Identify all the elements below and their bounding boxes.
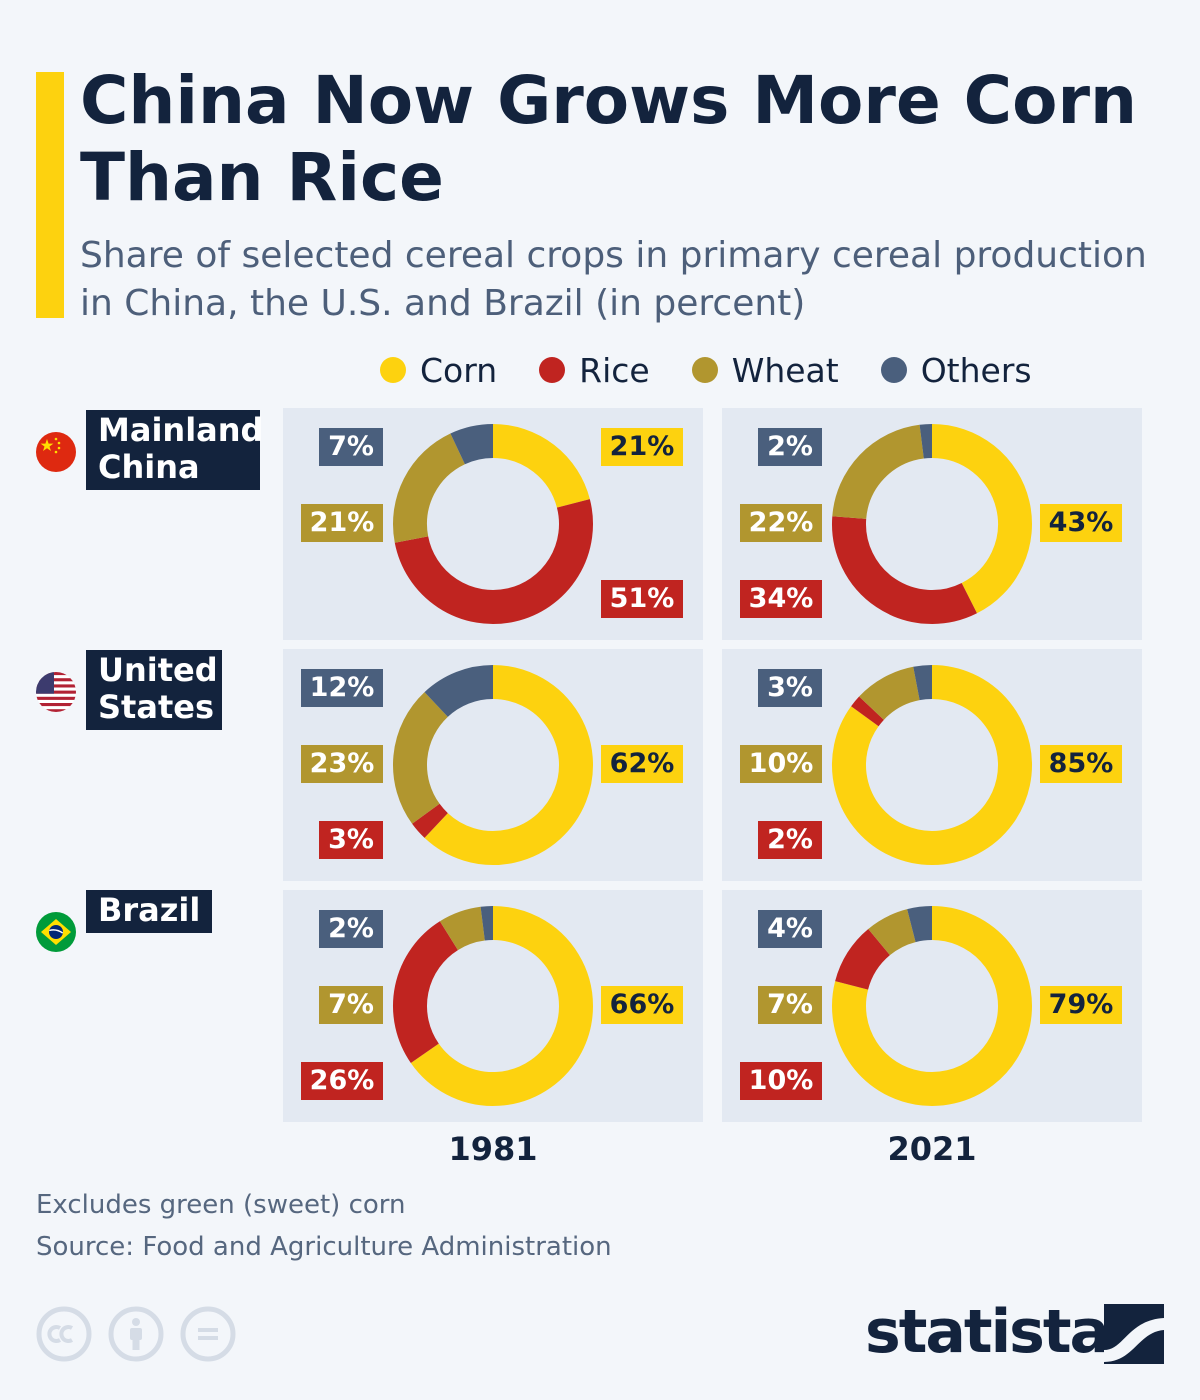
country-name-us: United States bbox=[98, 651, 218, 726]
statista-logo[interactable]: statista bbox=[865, 1297, 1110, 1367]
donut-slice-wheat-us-1981 bbox=[393, 692, 449, 824]
statista-logo-icon bbox=[1104, 1304, 1164, 1364]
no-derivatives-icon[interactable] bbox=[180, 1306, 236, 1362]
donut-panel-us-1981: 62% 12% 23% 3% bbox=[283, 649, 703, 881]
pct-label-others-brazil-2021: 4% bbox=[758, 910, 822, 948]
donut-slice-others-us-2021 bbox=[913, 665, 933, 701]
legend-item-others: Others bbox=[880, 350, 1032, 390]
donut-slice-corn-us-1981 bbox=[424, 665, 593, 865]
donut-panel-china-2021: 43% 2% 22% 34% bbox=[722, 408, 1142, 640]
donut-slice-others-china-2021 bbox=[919, 424, 933, 459]
pct-label-wheat-us-1981: 23% bbox=[301, 745, 383, 783]
pct-label-corn-us-1981: 62% bbox=[601, 745, 683, 783]
donut-panel-brazil-2021: 79% 4% 7% 10% bbox=[722, 890, 1142, 1122]
page-subtitle: Share of selected cereal crops in primar… bbox=[80, 235, 1147, 324]
donut-slice-corn-china-1981 bbox=[492, 424, 590, 509]
pct-label-rice-brazil-2021: 10% bbox=[740, 1062, 822, 1100]
country-name-brazil: Brazil bbox=[98, 891, 201, 929]
donut-panel-brazil-1981: 66% 2% 7% 26% bbox=[283, 890, 703, 1122]
donut-slice-wheat-us-2021 bbox=[859, 666, 921, 721]
legend-label-others: Others bbox=[920, 350, 1032, 390]
legend-item-rice: Rice bbox=[539, 351, 650, 390]
legend-label-rice: Rice bbox=[579, 350, 650, 390]
donut-chart-china-1981 bbox=[393, 424, 593, 624]
donut-slice-rice-china-1981 bbox=[394, 499, 593, 624]
year-label-1981: 1981 bbox=[448, 1130, 538, 1168]
page-title: China Now Grows More Corn Than Rice bbox=[80, 62, 1137, 216]
legend-item-wheat: Wheat bbox=[691, 350, 839, 390]
legend: Corn Rice Wheat Others bbox=[380, 350, 1074, 390]
country-name-china: Mainland China bbox=[98, 411, 264, 486]
pct-label-rice-china-1981: 51% bbox=[601, 580, 683, 618]
legend-swatch-others bbox=[880, 357, 907, 383]
donut-slice-corn-china-2021 bbox=[931, 424, 1032, 614]
donut-panel-china-1981: 21% 51% 7% 21% bbox=[283, 408, 703, 640]
attribution-icon[interactable] bbox=[108, 1306, 164, 1362]
creative-commons-icon[interactable] bbox=[36, 1306, 92, 1362]
country-row-brazil: Brazil bbox=[36, 890, 276, 980]
pct-label-rice-us-2021: 2% bbox=[758, 821, 822, 859]
country-row-us: United States bbox=[36, 650, 276, 740]
legend-item-corn: Corn bbox=[380, 351, 497, 390]
donut-chart-us-2021 bbox=[832, 665, 1032, 865]
pct-label-wheat-china-1981: 21% bbox=[301, 504, 383, 542]
country-row-china: Mainland China bbox=[36, 410, 276, 500]
donut-chart-brazil-2021 bbox=[832, 906, 1032, 1106]
donut-slice-others-us-1981 bbox=[424, 665, 494, 718]
us-flag-icon bbox=[36, 672, 76, 712]
country-label-brazil: Brazil bbox=[86, 890, 213, 933]
china-flag-icon bbox=[36, 432, 76, 472]
legend-label-wheat: Wheat bbox=[731, 350, 839, 390]
donut-slice-corn-brazil-2021 bbox=[832, 906, 1032, 1106]
donut-slice-others-brazil-2021 bbox=[907, 906, 933, 943]
donut-slice-rice-brazil-1981 bbox=[393, 921, 459, 1063]
donut-slice-corn-brazil-1981 bbox=[410, 906, 593, 1106]
country-label-china: Mainland China bbox=[86, 410, 264, 490]
legend-swatch-corn bbox=[380, 357, 406, 383]
pct-label-others-china-1981: 7% bbox=[319, 428, 383, 466]
legend-label-corn: Corn bbox=[420, 350, 498, 390]
donut-chart-us-1981 bbox=[393, 665, 593, 865]
donut-slice-rice-us-1981 bbox=[412, 803, 449, 838]
donut-slice-wheat-brazil-1981 bbox=[439, 906, 486, 951]
donut-slice-others-brazil-1981 bbox=[480, 906, 494, 941]
footnote: Excludes green (sweet) corn bbox=[36, 1190, 406, 1220]
country-label-us: United States bbox=[86, 650, 222, 730]
pct-label-rice-brazil-1981: 26% bbox=[301, 1062, 383, 1100]
pct-label-corn-china-1981: 21% bbox=[601, 428, 683, 466]
pct-label-rice-us-1981: 3% bbox=[319, 821, 383, 859]
license-icons bbox=[36, 1306, 252, 1362]
pct-label-corn-china-2021: 43% bbox=[1040, 504, 1122, 542]
donut-slice-rice-china-2021 bbox=[832, 516, 977, 624]
title-accent-bar bbox=[36, 72, 64, 318]
donut-slice-rice-us-2021 bbox=[851, 696, 885, 727]
donut-slice-rice-brazil-2021 bbox=[835, 928, 891, 991]
donut-slice-corn-us-2021 bbox=[832, 665, 1032, 865]
year-label-2021: 2021 bbox=[887, 1130, 977, 1168]
source-note: Source: Food and Agriculture Administrat… bbox=[36, 1232, 612, 1262]
pct-label-wheat-china-2021: 22% bbox=[740, 504, 822, 542]
pct-label-corn-us-2021: 85% bbox=[1040, 745, 1122, 783]
donut-slice-others-china-1981 bbox=[450, 424, 494, 465]
donut-chart-china-2021 bbox=[832, 424, 1032, 624]
pct-label-others-china-2021: 2% bbox=[758, 428, 822, 466]
pct-label-others-us-2021: 3% bbox=[758, 669, 822, 707]
pct-label-others-us-1981: 12% bbox=[301, 669, 383, 707]
pct-label-wheat-us-2021: 10% bbox=[740, 745, 822, 783]
donut-slice-wheat-brazil-2021 bbox=[868, 909, 917, 956]
pct-label-rice-china-2021: 34% bbox=[740, 580, 822, 618]
donut-panel-us-2021: 85% 3% 10% 2% bbox=[722, 649, 1142, 881]
pct-label-wheat-brazil-2021: 7% bbox=[758, 986, 822, 1024]
brazil-flag-icon bbox=[36, 912, 76, 952]
legend-swatch-wheat bbox=[691, 357, 718, 383]
pct-label-others-brazil-1981: 2% bbox=[319, 910, 383, 948]
donut-slice-wheat-china-1981 bbox=[393, 433, 466, 543]
pct-label-corn-brazil-1981: 66% bbox=[601, 986, 683, 1024]
donut-chart-brazil-1981 bbox=[393, 906, 593, 1106]
donut-slice-wheat-china-2021 bbox=[832, 424, 925, 520]
legend-swatch-rice bbox=[539, 357, 566, 383]
pct-label-corn-brazil-2021: 79% bbox=[1040, 986, 1122, 1024]
pct-label-wheat-brazil-1981: 7% bbox=[319, 986, 383, 1024]
